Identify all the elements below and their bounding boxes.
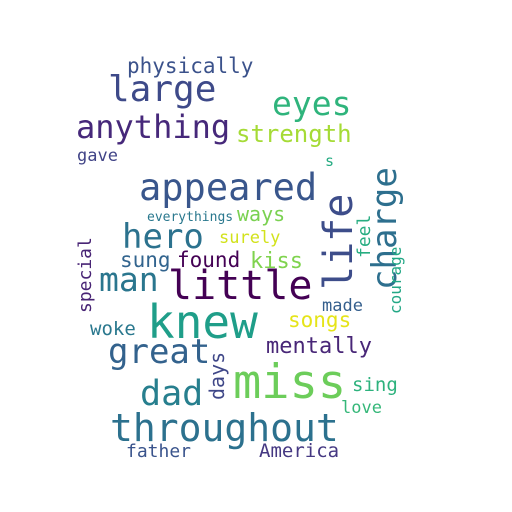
word-physically: physically [127,54,253,78]
word-hero: hero [122,217,204,257]
word-throughout: throughout [110,406,339,450]
word-sing: sing [352,374,398,396]
word-america: America [259,440,339,462]
word-love: love [341,398,382,418]
word-great: great [108,332,210,372]
word-life: life [316,194,362,290]
word-made: made [322,296,363,316]
word-miss: miss [233,355,346,410]
word-s: s [325,152,334,170]
word-little: little [168,263,313,309]
word-everythings: everythings [147,210,233,225]
word-found: found [177,248,240,272]
word-anything: anything [76,108,230,146]
word-knew: knew [147,295,258,349]
word-special: special [75,237,96,313]
word-dad: dad [140,374,203,414]
word-days: days [205,352,229,400]
word-surely: surely [219,228,280,248]
word-large: large [108,69,216,110]
word-kiss: kiss [250,249,303,274]
word-gave: gave [77,146,118,166]
word-courage: courage [386,247,405,314]
word-woke: woke [90,318,136,340]
word-mentally: mentally [266,334,372,359]
word-sung: sung [120,248,171,272]
word-man: man [99,260,159,299]
word-strength: strength [236,120,352,148]
word-father: father [126,441,191,462]
word-ways: ways [237,202,285,226]
word-feel: feel [354,215,375,258]
word-eyes: eyes [272,84,351,123]
word-charge: charge [365,167,405,290]
word-songs: songs [288,308,351,332]
word-appeared: appeared [139,166,317,209]
